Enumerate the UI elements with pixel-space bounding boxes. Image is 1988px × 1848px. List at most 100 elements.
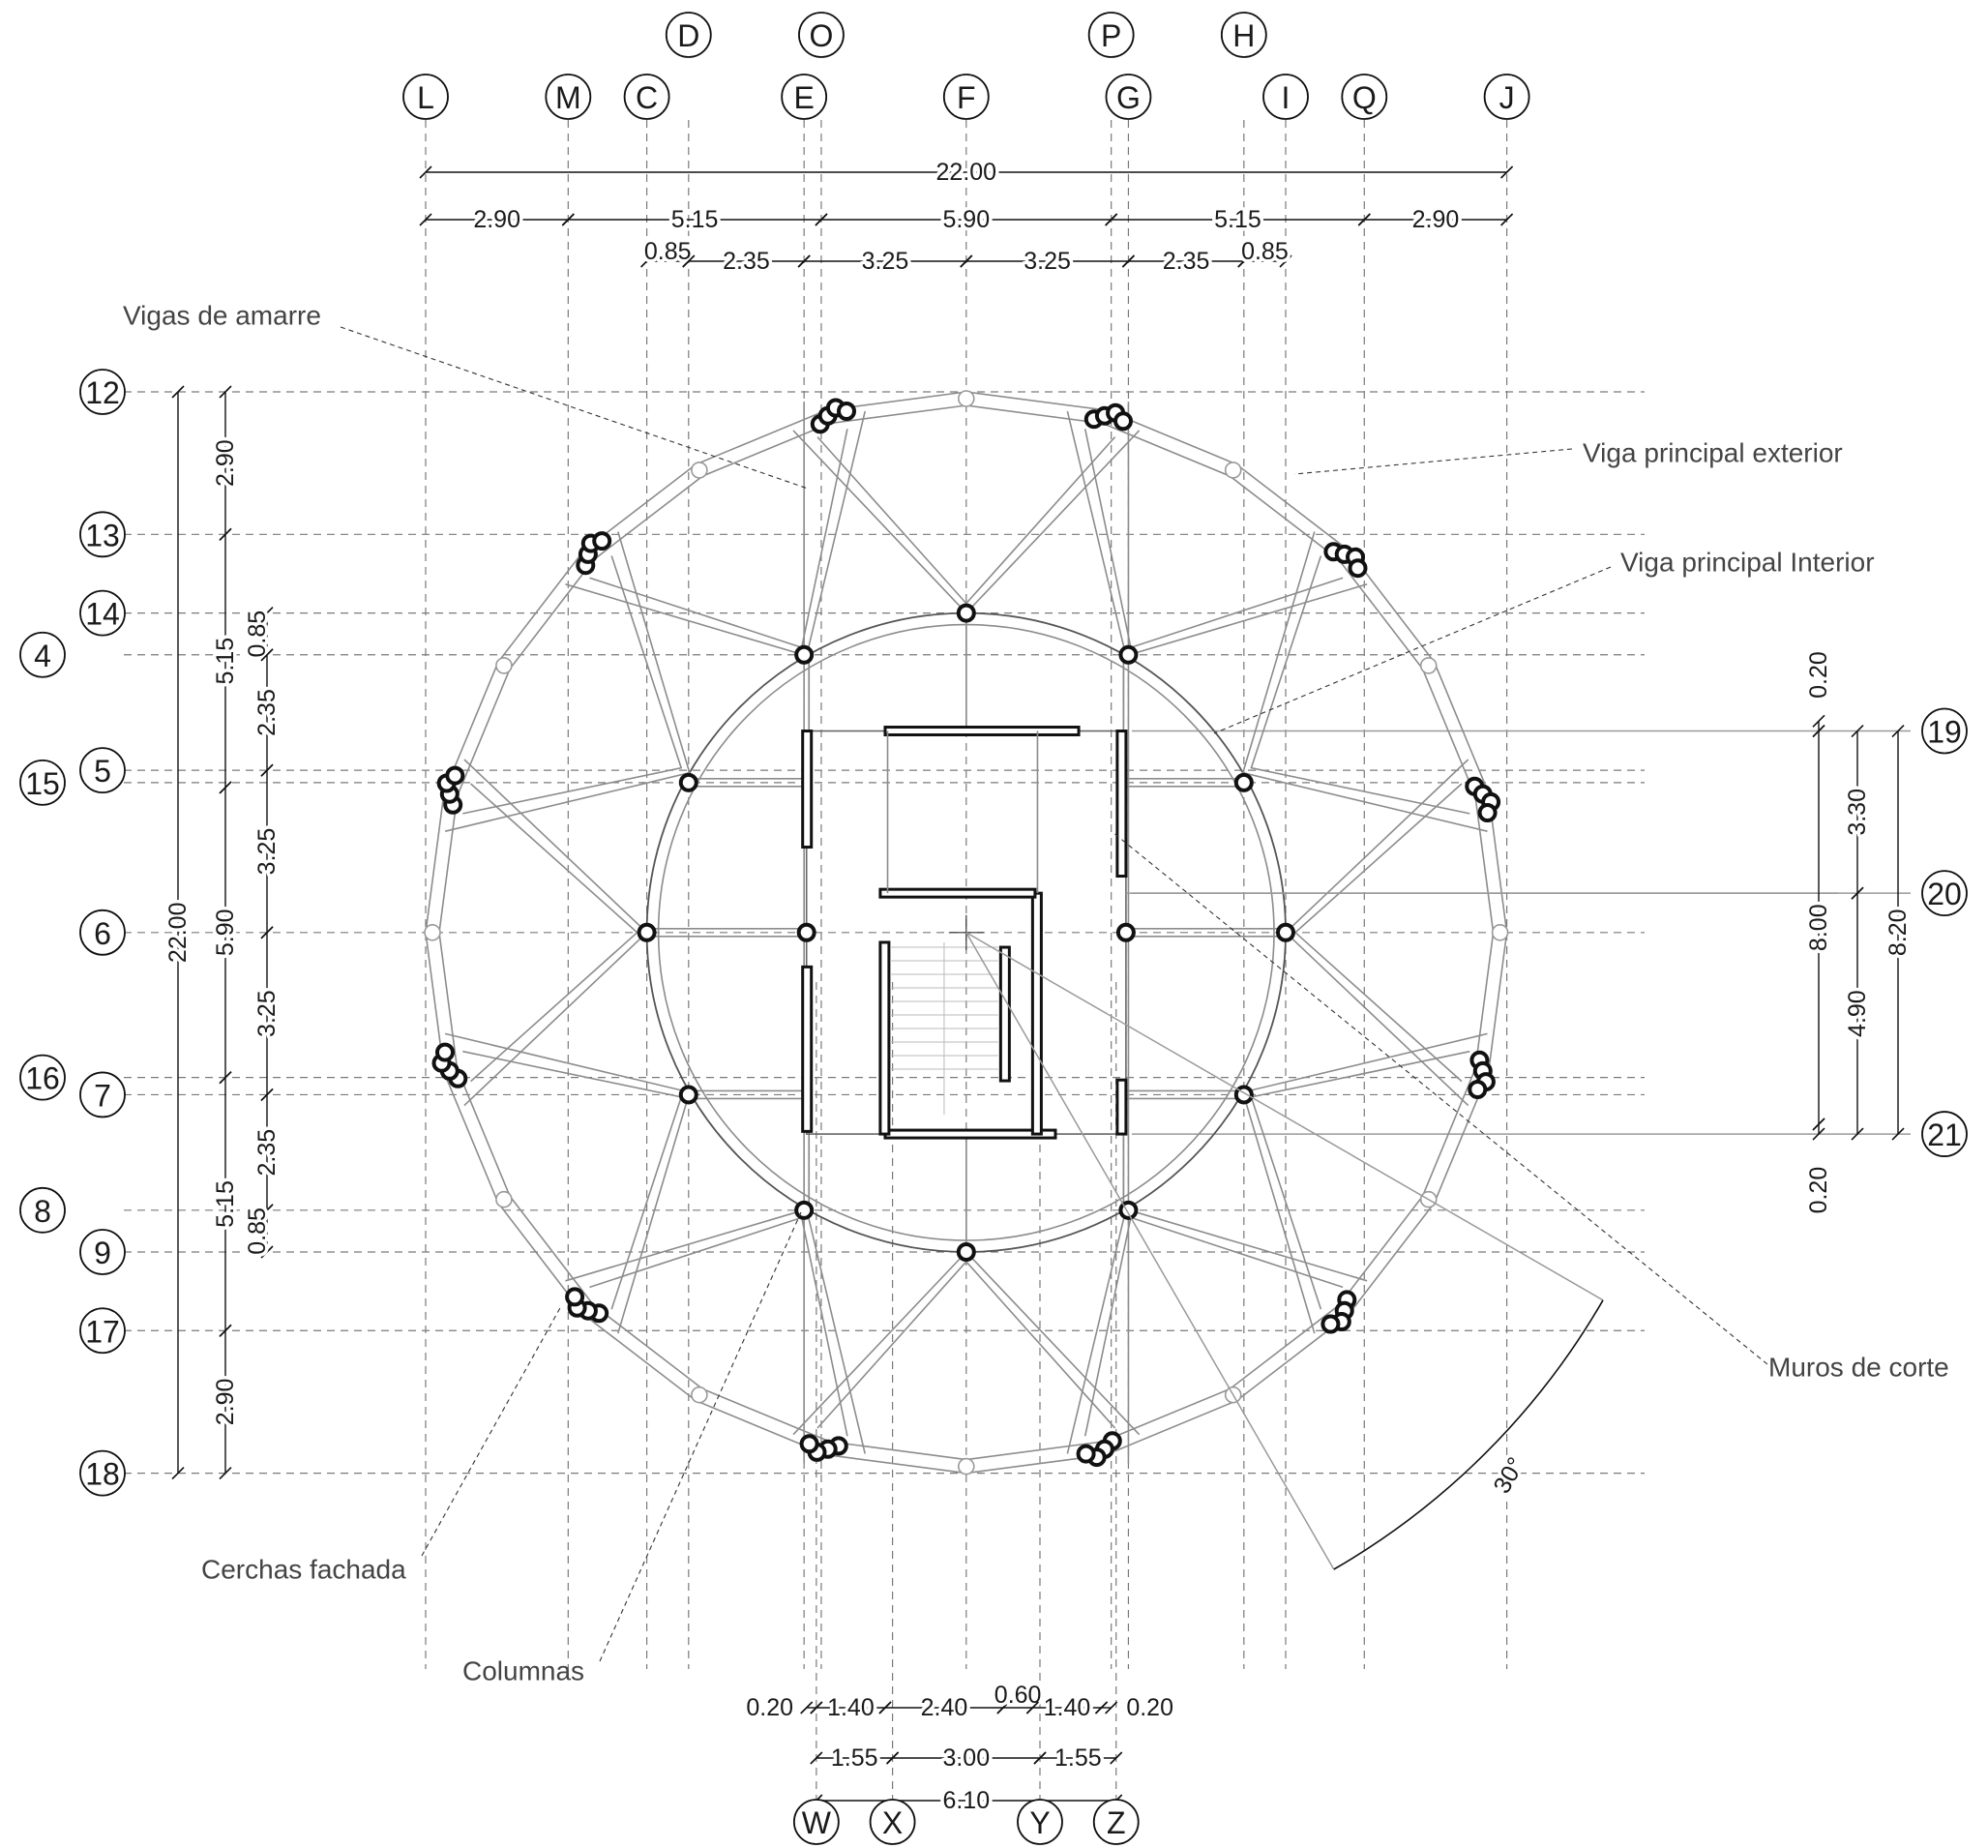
grid-bubble-C-label: C xyxy=(636,80,658,115)
columna-interior-10 xyxy=(794,1200,815,1220)
muro-corte-7 xyxy=(1030,891,1043,1136)
muro-corte-9 xyxy=(998,945,1011,1083)
dim-left-2-text: 5.15 xyxy=(212,638,239,685)
grid-bubble-21-label: 21 xyxy=(1927,1118,1962,1152)
dim-right-0-tick-a xyxy=(1812,714,1825,728)
dim-bottom-3-tick-a xyxy=(996,1701,1010,1714)
dim-bottom-3-text: 0.60 xyxy=(994,1682,1042,1709)
cercha-fachada-inner-10 xyxy=(462,555,683,815)
cercha-fachada-10 xyxy=(444,531,691,832)
dim-bottom-4-tick-a xyxy=(1025,1701,1039,1714)
dim-top-total-tick-b xyxy=(1500,165,1514,179)
dim-right-4-tick-b xyxy=(1851,1127,1864,1141)
angle-ray-60 xyxy=(965,932,1335,1570)
grid-bubble-X-circle xyxy=(869,1799,916,1845)
grid-bubble-18-circle xyxy=(79,1449,126,1497)
dim-top-3-text: 5.90 xyxy=(942,206,990,233)
dim-bottom-1-text: 1.40 xyxy=(827,1694,875,1721)
grid-bubble-Y-circle xyxy=(1017,1799,1063,1845)
structure xyxy=(424,390,1838,1570)
grid-bubble-21-circle xyxy=(1921,1111,1968,1157)
grid-bubble-H-circle xyxy=(1220,12,1267,58)
dim-bottom-8-tick-a xyxy=(1033,1751,1047,1765)
dim-right-4-text: 4.90 xyxy=(1844,990,1871,1037)
dim-right-1-text: 8.00 xyxy=(1805,904,1832,951)
grid-bubble-8-label: 8 xyxy=(34,1194,51,1229)
dim-top-4-tick-a xyxy=(1105,213,1118,226)
dim-left-total-tick-a xyxy=(171,385,185,399)
columna-interior-9 xyxy=(1118,644,1139,665)
grid-bubble-9-label: 9 xyxy=(94,1236,111,1270)
grid-bubbles: L M CD EO F PG HI Q J 12 13 14 4 5 15 6 16 7 8 9 17 18 19 20 21 W… xyxy=(19,12,1968,1845)
dim-top-5-text: 2.90 xyxy=(1412,206,1460,233)
label-viga-interior: Viga principal Interior xyxy=(1620,548,1875,578)
grid-bubble-E-label: E xyxy=(793,80,814,115)
dim-top-total-tick-a xyxy=(419,165,432,179)
grid-bubble-P-label: P xyxy=(1101,18,1121,53)
dim-top-9-text: 3.25 xyxy=(1024,248,1071,275)
leader-columnas xyxy=(599,1211,802,1662)
grid-bubble-Z-label: Z xyxy=(1107,1805,1126,1840)
nodo-fachada-7 xyxy=(691,1386,708,1404)
grid-bubble-15-label: 15 xyxy=(25,766,60,801)
cercha-fachada-inner-5 xyxy=(1083,1216,1344,1437)
dim-right-5-tick-a xyxy=(1891,724,1905,738)
cercha-fachada-inner-11 xyxy=(589,429,848,649)
dim-top-9-tick-a xyxy=(960,254,973,268)
dim-bottom-1-tick-a xyxy=(810,1701,823,1714)
columna-interior-12 xyxy=(796,922,816,942)
nodo-fachada-1 xyxy=(1224,462,1242,479)
grid-bubble-5-circle xyxy=(79,747,126,794)
columna-fachada-0-3 xyxy=(837,402,856,421)
columna-fachada-1-3 xyxy=(1113,411,1133,432)
dim-top-7-text: 2.35 xyxy=(723,248,770,275)
cercha-fachada-inner-7 xyxy=(589,1216,848,1437)
dim-right-4-tick-a xyxy=(1851,886,1864,900)
grid-bubble-5-label: 5 xyxy=(94,754,111,789)
grid-bubble-9-circle xyxy=(79,1229,126,1275)
nodo-fachada-3 xyxy=(1491,923,1509,941)
muro-corte-8 xyxy=(878,887,1037,899)
grid-bubble-M-circle xyxy=(545,74,592,120)
dim-top-11-tick-b xyxy=(1279,254,1292,268)
dim-top-5-tick-a xyxy=(1357,213,1371,226)
columna-interior-8 xyxy=(794,644,815,665)
grid-bubble-14-circle xyxy=(79,589,126,637)
muro-corte-2 xyxy=(801,730,814,849)
dim-bottom-2-tick-a xyxy=(878,1701,892,1714)
dim-bottom-0-tick-a xyxy=(800,1701,814,1714)
columna-interior-4 xyxy=(678,772,698,792)
dim-bottom-5-text: 0.20 xyxy=(1126,1694,1173,1721)
dim-bottom-0-text: 0.20 xyxy=(746,1694,793,1721)
dim-top-2-text: 5.15 xyxy=(671,206,719,233)
grid-bubble-O-label: O xyxy=(809,18,833,53)
grid-bubble-17-circle xyxy=(79,1307,126,1355)
dim-left-5-tick-b xyxy=(219,1467,232,1480)
dim-left-11-tick-a xyxy=(260,1204,274,1217)
columna-fachada-6-3 xyxy=(1076,1444,1096,1464)
leader-cerchas-fachada xyxy=(421,1305,562,1557)
grid-bubble-W-label: W xyxy=(802,1805,832,1840)
dim-top-8-tick-a xyxy=(797,254,811,268)
dim-bottom-5-tick-b xyxy=(1105,1701,1118,1714)
leader-vigas-amarre xyxy=(340,326,809,490)
columna-fachada-8-3 xyxy=(565,1287,585,1307)
grid-bubble-14-label: 14 xyxy=(85,597,120,632)
dim-top-1-tick-a xyxy=(419,213,432,226)
dim-bottom-2-text: 2.40 xyxy=(921,1694,968,1721)
grid-bubble-Z-circle xyxy=(1092,1799,1140,1845)
grid-bubble-7-label: 7 xyxy=(94,1078,111,1113)
dim-bottom-9-text: 6.10 xyxy=(942,1787,990,1814)
dim-left-9-tick-a xyxy=(260,926,274,939)
dim-left-8-tick-a xyxy=(260,763,274,777)
columna-interior-5 xyxy=(1233,772,1254,792)
dim-left-7-text: 2.35 xyxy=(253,689,281,736)
dim-left-total-tick-b xyxy=(171,1467,185,1480)
grid-bubble-6-label: 6 xyxy=(94,916,111,951)
grid-bubble-G-label: G xyxy=(1116,80,1141,115)
columna-fachada-9-3 xyxy=(435,1042,455,1062)
dim-top-10-text: 2.35 xyxy=(1163,248,1210,275)
grid-bubble-20-circle xyxy=(1921,870,1968,917)
angle-label: 30° xyxy=(1488,1453,1529,1499)
